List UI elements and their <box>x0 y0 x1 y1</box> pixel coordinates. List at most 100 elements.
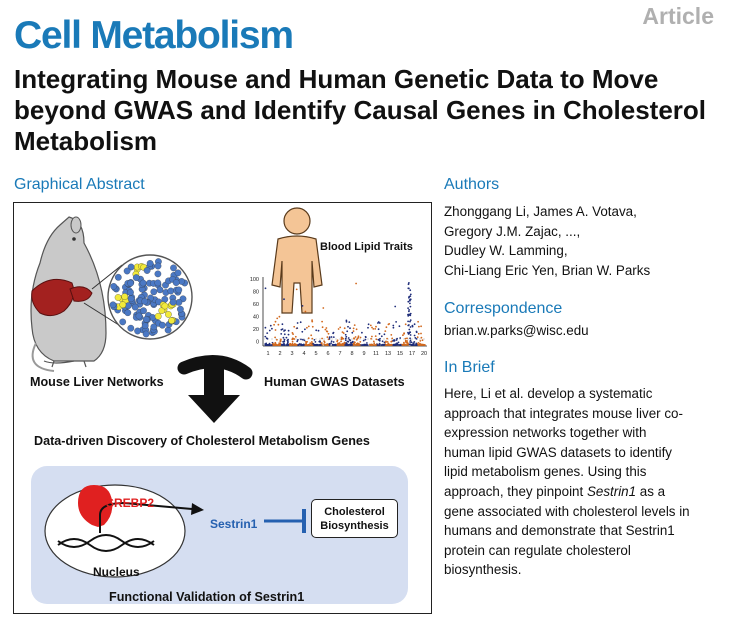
manhattan-point <box>351 331 354 334</box>
network-node <box>121 293 129 300</box>
manhattan-point <box>391 337 394 340</box>
manhattan-point <box>352 327 355 330</box>
network-node <box>131 303 139 311</box>
x-tick-label: 2 <box>278 351 281 357</box>
x-tick-label: 4 <box>302 351 305 357</box>
manhattan-point <box>347 344 349 346</box>
manhattan-point <box>416 336 419 339</box>
manhattan-plot: 100 80 60 40 20 0 1 2 3 4 5 6 7 8 9 11 13 15 17 20 <box>250 277 427 357</box>
manhattan-point <box>415 330 418 333</box>
manhattan-point <box>356 337 359 340</box>
manhattan-point <box>375 325 377 328</box>
manhattan-point <box>321 337 323 340</box>
manhattan-point <box>274 336 276 339</box>
manhattan-point <box>347 340 350 343</box>
manhattan-point <box>349 327 351 330</box>
brief-line: approach, they pinpoint Sestrin1 as a <box>444 483 666 499</box>
manhattan-point <box>373 342 376 345</box>
manhattan-point <box>346 330 349 333</box>
manhattan-point <box>378 322 381 324</box>
article-type-label: Article <box>642 3 714 29</box>
manhattan-point <box>276 338 278 341</box>
manhattan-point <box>321 320 323 323</box>
x-tick-label: 5 <box>314 351 317 357</box>
manhattan-point <box>296 327 299 329</box>
graphical-abstract-illustration: 100 80 60 40 20 0 1 2 3 4 5 6 7 8 9 11 13 15 17 20 <box>30 207 427 423</box>
manhattan-point <box>290 344 292 346</box>
manhattan-point <box>328 338 331 340</box>
manhattan-point <box>414 337 417 339</box>
manhattan-point <box>326 336 329 338</box>
manhattan-point <box>353 324 356 326</box>
manhattan-point <box>332 336 335 338</box>
manhattan-point <box>413 341 416 343</box>
manhattan-point <box>383 333 386 336</box>
manhattan-point <box>406 337 408 340</box>
manhattan-point <box>408 309 410 311</box>
manhattan-point <box>367 323 370 326</box>
manhattan-point <box>281 323 284 326</box>
manhattan-point <box>295 344 298 346</box>
manhattan-point <box>291 342 294 345</box>
manhattan-point <box>324 328 327 331</box>
manhattan-point <box>367 326 369 329</box>
functional-validation-label: Functional Validation of Sestrin1 <box>109 590 305 604</box>
manhattan-point <box>307 343 310 346</box>
x-tick-label: 13 <box>385 351 391 357</box>
manhattan-point <box>342 332 345 334</box>
manhattan-point <box>293 344 296 346</box>
network-node <box>170 264 177 272</box>
manhattan-point <box>409 320 411 323</box>
manhattan-point <box>403 332 405 334</box>
x-tick-label: 20 <box>421 351 427 357</box>
manhattan-point <box>385 340 387 343</box>
down-arrow-icon <box>188 361 240 423</box>
manhattan-point <box>279 339 282 342</box>
manhattan-point <box>273 344 276 346</box>
validation-illustration <box>44 484 306 578</box>
manhattan-point <box>299 321 302 324</box>
manhattan-point <box>396 337 398 340</box>
manhattan-point <box>386 341 389 343</box>
manhattan-point <box>351 343 353 346</box>
manhattan-point <box>345 319 348 322</box>
manhattan-point <box>317 329 320 332</box>
manhattan-point <box>413 334 416 337</box>
manhattan-point <box>357 335 360 338</box>
correspondence-email[interactable]: brian.w.parks@wisc.edu <box>444 323 589 338</box>
manhattan-point <box>314 344 317 346</box>
manhattan-point <box>287 344 289 346</box>
manhattan-point <box>375 338 378 341</box>
in-brief-heading: In Brief <box>444 359 495 376</box>
manhattan-point <box>417 342 420 344</box>
manhattan-point <box>392 326 395 329</box>
manhattan-point <box>397 341 400 344</box>
manhattan-point <box>396 342 398 345</box>
network-node <box>150 323 158 331</box>
manhattan-point <box>296 340 299 343</box>
graphical-abstract-figure: 100 80 60 40 20 0 1 2 3 4 5 6 7 8 9 11 13 15 17 20 Blood L… <box>13 202 432 614</box>
manhattan-point <box>291 337 294 340</box>
x-tick-label: 1 <box>266 351 269 357</box>
manhattan-point <box>348 321 351 323</box>
brief-line: humans and demonstrate that Sestrin1 <box>444 523 675 539</box>
network-node <box>127 289 134 296</box>
manhattan-point <box>285 336 288 339</box>
manhattan-point <box>409 314 412 317</box>
network-node <box>150 288 158 296</box>
network-node <box>154 312 162 320</box>
manhattan-point <box>283 330 285 332</box>
y-tick-label: 60 <box>253 302 259 308</box>
manhattan-point <box>314 341 317 343</box>
manhattan-point <box>404 337 407 340</box>
manhattan-point <box>324 344 327 346</box>
x-tick-label: 15 <box>397 351 403 357</box>
manhattan-point <box>340 340 342 343</box>
manhattan-point <box>269 324 272 327</box>
brief-line: protein can regulate cholesterol <box>444 542 631 558</box>
manhattan-point <box>264 287 267 290</box>
manhattan-point <box>337 328 340 330</box>
sestrin1-label: Sestrin1 <box>210 517 258 531</box>
manhattan-point <box>394 343 396 346</box>
network-node <box>127 324 135 332</box>
